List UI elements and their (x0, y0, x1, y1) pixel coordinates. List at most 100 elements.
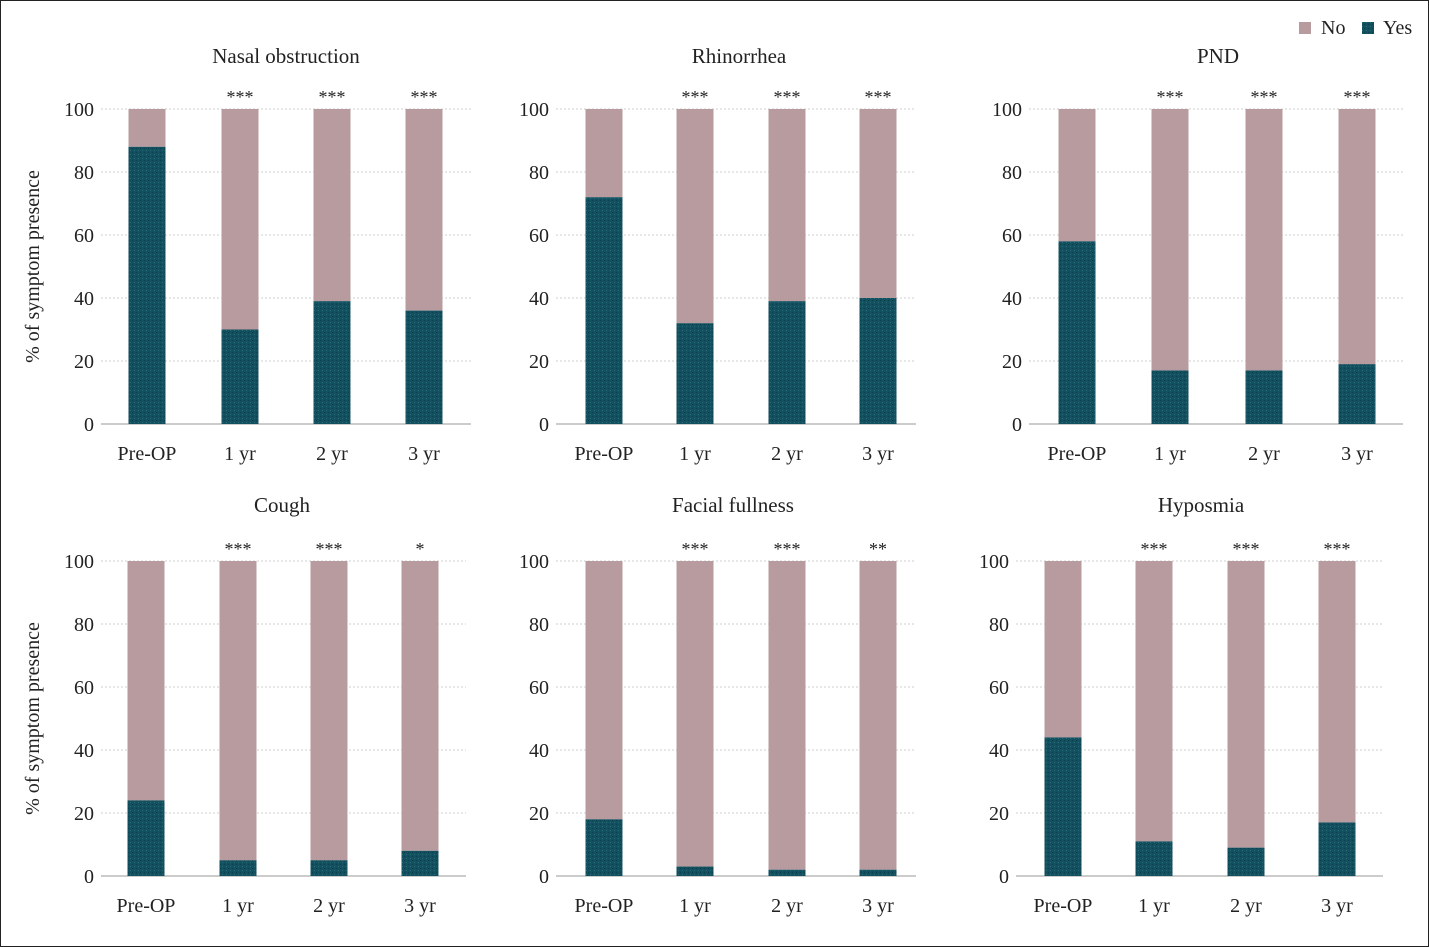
chart-title: Cough (254, 493, 311, 517)
bar-no-1 (127, 561, 165, 801)
significance-label: *** (1324, 539, 1351, 559)
x-tick-label: Pre-OP (575, 895, 634, 917)
y-tick-label: 20 (529, 803, 549, 825)
x-tick-label: 3 yr (1321, 895, 1353, 917)
x-tick-label: 1 yr (1154, 443, 1186, 465)
x-tick-label: 3 yr (862, 895, 894, 917)
bar-no-4 (405, 109, 443, 311)
significance-label: *** (411, 87, 438, 107)
y-tick-label: 100 (519, 551, 549, 573)
bar-yes-2 (1135, 841, 1173, 876)
x-tick-label: 1 yr (1138, 895, 1170, 917)
x-tick-label: Pre-OP (1048, 443, 1107, 465)
bar-yes-1 (128, 146, 166, 425)
significance-label: *** (319, 87, 346, 107)
bar-no-1 (585, 109, 623, 198)
y-tick-label: 60 (1002, 225, 1022, 247)
bar-yes-2 (219, 860, 257, 876)
chart-title: PND (1197, 44, 1239, 68)
y-tick-label: 0 (539, 866, 549, 888)
bar-no-2 (219, 561, 257, 861)
x-tick-label: Pre-OP (1034, 895, 1093, 917)
legend-swatch-yes (1362, 22, 1374, 34)
bar-yes-3 (310, 860, 348, 876)
y-axis-label: % of symptom presence (22, 170, 44, 363)
x-tick-label: Pre-OP (575, 443, 634, 465)
y-tick-label: 60 (74, 677, 94, 699)
bar-no-4 (859, 109, 897, 298)
y-tick-label: 0 (84, 866, 94, 888)
significance-label: *** (865, 87, 892, 107)
bar-no-4 (1338, 109, 1376, 365)
y-tick-label: 100 (992, 99, 1022, 121)
y-tick-label: 40 (74, 740, 94, 762)
bar-no-1 (128, 109, 166, 147)
bar-yes-1 (1044, 737, 1082, 876)
y-tick-label: 60 (74, 225, 94, 247)
bar-yes-4 (401, 850, 439, 876)
bar-yes-3 (768, 869, 806, 876)
x-tick-label: 2 yr (1248, 443, 1280, 465)
y-tick-label: 80 (529, 614, 549, 636)
legend-label-yes: Yes (1383, 17, 1412, 39)
bar-yes-4 (1318, 822, 1356, 876)
y-tick-label: 40 (529, 740, 549, 762)
legend: No Yes (1299, 17, 1412, 39)
y-tick-label: 80 (74, 614, 94, 636)
chart-panel-6: Hyposmia 0 20 40 60 80 100 Pre-OP 1 yr *** 2 yr ***… (979, 493, 1383, 917)
x-tick-label: 2 yr (1230, 895, 1262, 917)
bar-no-3 (1227, 561, 1265, 848)
chart-title: Rhinorrhea (692, 44, 787, 68)
bar-no-2 (676, 109, 714, 324)
bar-yes-4 (1338, 364, 1376, 424)
significance-label: *** (1251, 87, 1278, 107)
bar-yes-4 (859, 869, 897, 876)
bar-no-4 (1318, 561, 1356, 823)
x-tick-label: 3 yr (1341, 443, 1373, 465)
bar-no-2 (1151, 109, 1189, 371)
y-tick-label: 40 (529, 288, 549, 310)
y-tick-label: 80 (529, 162, 549, 184)
y-axis-label: % of symptom presence (22, 622, 44, 815)
bar-no-1 (585, 561, 623, 820)
chart-title: Nasal obstruction (212, 44, 360, 68)
bar-no-4 (859, 561, 897, 870)
bar-no-2 (221, 109, 259, 330)
significance-label: *** (1233, 539, 1260, 559)
y-tick-label: 100 (979, 551, 1009, 573)
bar-yes-4 (859, 298, 897, 424)
bar-yes-1 (1058, 241, 1096, 424)
y-tick-label: 40 (989, 740, 1009, 762)
bar-no-4 (401, 561, 439, 851)
y-tick-label: 20 (1002, 351, 1022, 373)
significance-label: *** (774, 87, 801, 107)
bar-yes-3 (1245, 370, 1283, 424)
bar-yes-2 (676, 323, 714, 424)
bar-no-3 (768, 561, 806, 870)
significance-label: *** (227, 87, 254, 107)
y-tick-label: 0 (539, 414, 549, 436)
bar-no-2 (1135, 561, 1173, 842)
x-tick-label: Pre-OP (117, 895, 176, 917)
x-tick-label: 2 yr (316, 443, 348, 465)
bar-no-3 (768, 109, 806, 302)
x-tick-label: 2 yr (313, 895, 345, 917)
y-tick-label: 60 (529, 225, 549, 247)
y-tick-label: 60 (529, 677, 549, 699)
x-tick-label: 1 yr (224, 443, 256, 465)
bar-yes-1 (585, 197, 623, 424)
bar-yes-3 (313, 301, 351, 424)
chart-panel-3: PND 0 20 40 60 80 100 Pre-OP 1 yr *** 2 yr *** 3 yr *… (992, 44, 1403, 465)
y-tick-label: 80 (74, 162, 94, 184)
y-tick-label: 40 (74, 288, 94, 310)
y-tick-label: 80 (1002, 162, 1022, 184)
significance-label: * (416, 539, 425, 559)
chart-title: Hyposmia (1158, 493, 1245, 517)
y-tick-label: 20 (74, 351, 94, 373)
chart-panel-4: Cough 0 20 40 60 80 100 % of symptom presence Pr… (22, 493, 466, 917)
x-tick-label: 3 yr (862, 443, 894, 465)
significance-label: *** (682, 87, 709, 107)
significance-label: *** (1157, 87, 1184, 107)
